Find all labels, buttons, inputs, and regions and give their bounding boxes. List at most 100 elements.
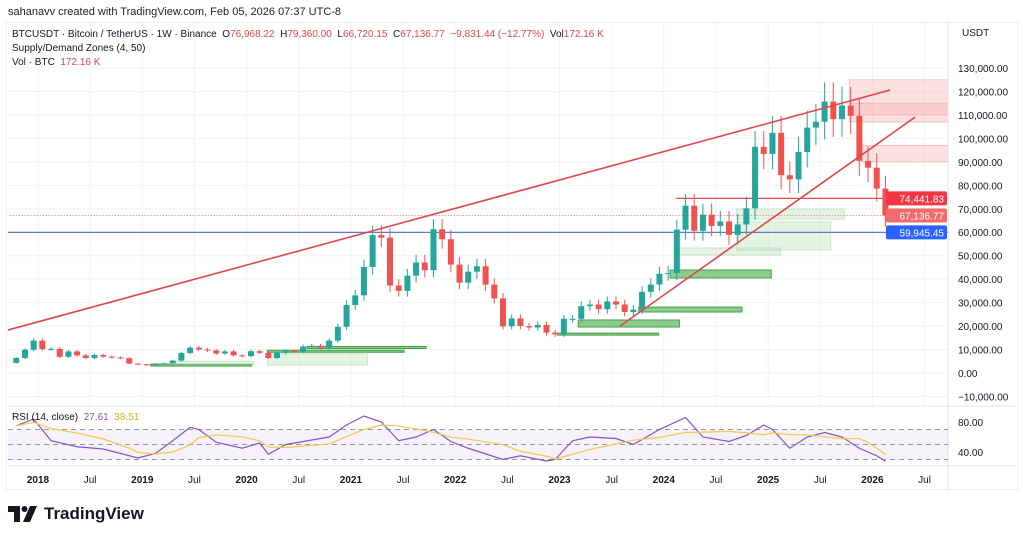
y-tick-label: 70,000.00	[958, 205, 1003, 216]
x-tick-label: Jul	[605, 475, 618, 486]
candle-body	[865, 160, 872, 168]
candle-body	[491, 284, 498, 299]
y-tick-label: 30,000.00	[958, 299, 1003, 310]
symbol-title[interactable]: BTCUSDT · Bitcoin / TetherUS · 1W · Bina…	[12, 29, 217, 40]
candle-body	[882, 188, 889, 216]
candle-body	[804, 127, 811, 153]
candle-body	[247, 351, 254, 357]
candle-body	[569, 318, 576, 320]
candle-body	[169, 360, 176, 364]
candle-body	[682, 205, 689, 230]
candle-body	[213, 350, 220, 354]
candle-body	[447, 239, 454, 265]
demand-zone	[556, 332, 660, 336]
candle-body	[360, 266, 367, 296]
candle-body	[65, 351, 72, 357]
y-tick-label: 60,000.00	[958, 228, 1003, 239]
open-label: O	[222, 29, 231, 40]
candle-body	[630, 309, 637, 313]
candle-body	[734, 224, 741, 235]
price-tag	[886, 208, 947, 223]
candle-body	[465, 271, 472, 283]
symbol-row: BTCUSDT · Bitcoin / TetherUS · 1W · Bina…	[12, 28, 604, 42]
candle-body	[873, 167, 880, 189]
candle-body	[161, 363, 168, 365]
candle-body	[117, 357, 124, 359]
candle-body	[595, 304, 602, 310]
candle-body	[30, 340, 37, 350]
high-label: H	[280, 29, 288, 40]
candle-body	[786, 175, 793, 180]
candle-body	[699, 214, 706, 231]
candle-body	[830, 101, 837, 120]
volume-value: 172.16 K	[60, 57, 101, 68]
candle-body	[108, 356, 115, 358]
low-value: 66,720.15	[342, 29, 388, 40]
demand-zone	[736, 221, 832, 251]
rsi-value: 27.61	[83, 412, 109, 423]
candle-body	[812, 121, 819, 128]
currency-label[interactable]: USDT	[962, 28, 990, 39]
demand-zone	[669, 269, 772, 279]
tradingview-logo-icon	[8, 506, 37, 522]
candle-body	[395, 285, 402, 291]
candle-body	[352, 295, 359, 305]
supply-zone	[848, 79, 948, 123]
x-tick-label: 2026	[861, 475, 884, 486]
y-tick-label: 0.00	[958, 369, 978, 380]
high-value: 79,360.00	[287, 29, 332, 40]
candle-body	[856, 115, 863, 161]
candle-body	[769, 132, 776, 154]
volume-title[interactable]: Vol · BTC	[12, 57, 55, 68]
candle-body	[152, 364, 159, 366]
x-tick-label: 2024	[653, 475, 676, 486]
close-value: 67,136.77	[400, 29, 445, 40]
rsi-ma-line	[16, 421, 886, 460]
candle-body	[586, 304, 593, 307]
candle-body	[430, 229, 437, 271]
x-tick-label: 2022	[444, 475, 467, 486]
price-chart[interactable]: 130,000.00 120,000.00 110,000.00 100,000.00…	[0, 0, 1024, 500]
chart-credit: sahanavv created with TradingView.com, F…	[8, 6, 342, 18]
candle-body	[456, 264, 463, 283]
volume-row: Vol · BTC 172.16 K	[12, 56, 604, 70]
demand-zone	[169, 360, 255, 365]
candle-body	[230, 351, 237, 356]
candle-body	[13, 357, 20, 363]
indicator-title[interactable]: Supply/Demand Zones (4, 50)	[12, 43, 146, 54]
candle-body	[673, 229, 680, 274]
vol-value: 172.16 K	[563, 29, 604, 40]
candle-body	[526, 326, 533, 328]
candle-body	[691, 205, 698, 231]
rsi-tick-label: 80.00	[958, 418, 983, 429]
candle-body	[134, 363, 141, 365]
demand-zone	[736, 208, 845, 220]
candle-body	[708, 214, 715, 226]
candle-body	[847, 105, 854, 116]
tradingview-logo: TradingView	[8, 504, 144, 524]
candle-body	[274, 352, 281, 358]
candle-body	[221, 351, 228, 354]
candle-body	[821, 101, 828, 122]
x-tick-label: Jul	[501, 475, 514, 486]
x-tick-label: 2025	[757, 475, 780, 486]
demand-zone	[150, 363, 253, 367]
x-tick-label: Jul	[188, 475, 201, 486]
candle-body	[82, 355, 89, 358]
rsi-title[interactable]: RSI (14, close)	[12, 412, 79, 423]
candle-body	[143, 364, 150, 366]
x-tick-label: Jul	[397, 475, 410, 486]
candle-body	[639, 291, 646, 310]
demand-zone	[266, 353, 369, 366]
candle-body	[369, 235, 376, 267]
candle-body	[508, 318, 515, 327]
demand-zone	[306, 345, 427, 349]
candle-body	[178, 353, 185, 361]
rsi-ma-value: 38.51	[114, 412, 140, 423]
candle-body	[778, 132, 785, 176]
candle-body	[760, 146, 767, 154]
candle-body	[334, 326, 341, 341]
candle-body	[543, 324, 550, 333]
open-value: 76,968.22	[230, 29, 275, 40]
candle-body	[256, 351, 263, 353]
